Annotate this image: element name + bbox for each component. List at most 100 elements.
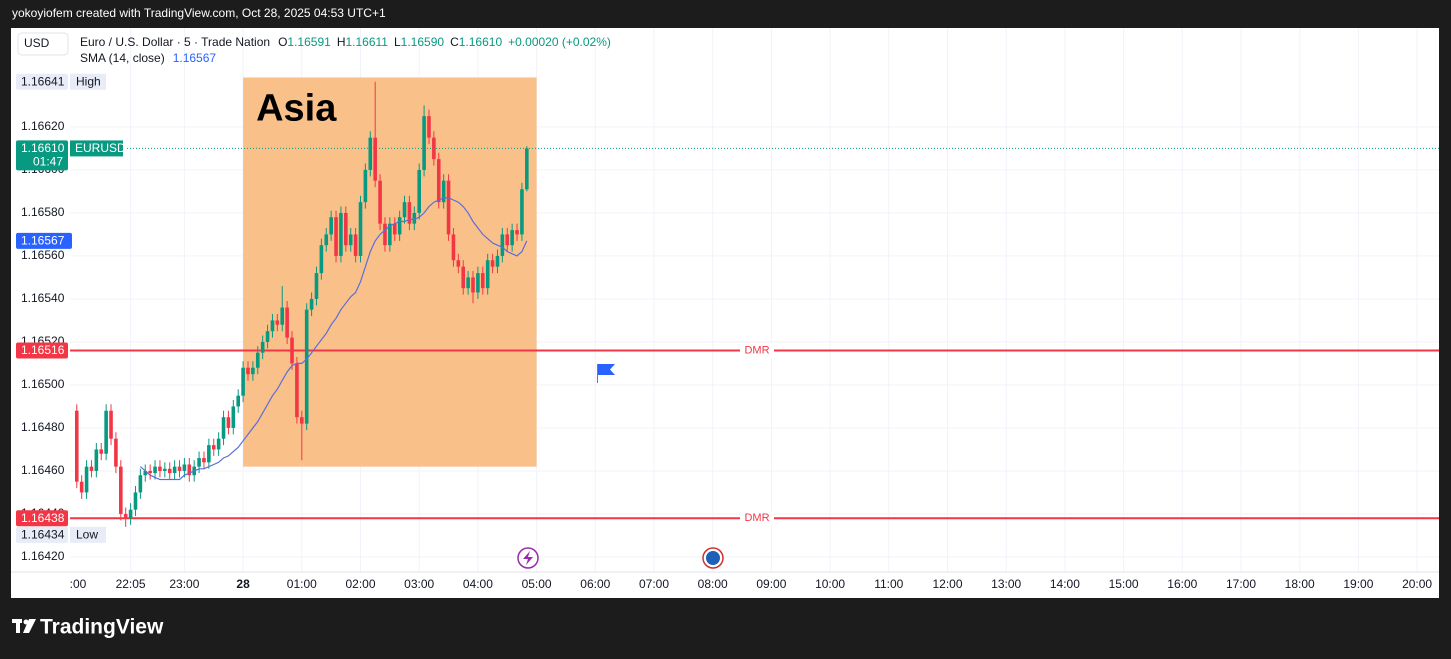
candle-body xyxy=(407,202,412,224)
candle-body xyxy=(167,468,172,474)
candle-body xyxy=(446,180,451,235)
sma-legend: SMA (14, close) 1.16567 xyxy=(80,51,216,65)
candle-body xyxy=(119,466,123,514)
candle-body xyxy=(397,217,402,235)
level-label-bg xyxy=(740,511,774,526)
session-label: Asia xyxy=(256,87,337,129)
candle-body xyxy=(177,466,182,471)
candle-body xyxy=(221,417,226,439)
candle-body xyxy=(383,223,387,246)
candle-body xyxy=(510,230,514,246)
legend: Euro / U.S. Dollar · 5 · Trade Nation O1.… xyxy=(80,35,611,49)
symbol-tag xyxy=(70,140,123,157)
sma-line xyxy=(140,197,528,481)
candle-body xyxy=(275,320,280,325)
candle-body xyxy=(74,410,79,482)
candle-body xyxy=(202,458,206,463)
candle-body xyxy=(251,367,255,375)
candle-body xyxy=(324,234,329,246)
candle-body xyxy=(94,449,99,471)
countdown: 01:47 xyxy=(33,155,63,169)
x-tick-label: 12:00 xyxy=(932,577,962,591)
change: +0.00020 (+0.02%) xyxy=(508,35,611,49)
candle-body xyxy=(123,513,128,519)
candle-body xyxy=(368,137,373,170)
candle-body xyxy=(358,202,363,256)
candle-body xyxy=(441,180,446,203)
candle-body xyxy=(295,363,299,418)
ohlc-value: 1.16591 xyxy=(287,35,331,49)
price-badge xyxy=(16,73,68,90)
candle-body xyxy=(246,367,250,375)
x-tick-label: 22:05 xyxy=(116,577,146,591)
candle-body xyxy=(388,223,392,246)
x-tick-label: 20:00 xyxy=(1402,577,1432,591)
level-label: DMR xyxy=(744,344,769,356)
overlay: USD TradingView 1.164201.164401.164601.1… xyxy=(11,32,1439,639)
sma-name: SMA (14, close) xyxy=(80,51,165,65)
y-tick-label: 1.16540 xyxy=(21,291,65,305)
price-badge-label: 1.16641 xyxy=(21,74,65,88)
x-tick-label: 16:00 xyxy=(1167,577,1197,591)
sma-badge-label: 1.16567 xyxy=(21,234,65,248)
candle-body xyxy=(114,438,118,467)
candle-body xyxy=(329,217,333,235)
candle-body xyxy=(505,234,510,246)
level-badge-label: 1.16438 xyxy=(21,511,65,525)
x-tick-label: 28 xyxy=(236,577,250,591)
candle-body xyxy=(236,395,241,407)
level-label: DMR xyxy=(744,512,769,524)
candle-body xyxy=(525,148,529,190)
candle-body xyxy=(290,337,294,364)
candle-body xyxy=(79,481,84,493)
candle-body xyxy=(476,273,480,293)
candle-body xyxy=(392,223,397,235)
candle-body xyxy=(485,260,490,289)
x-tick-label: 15:00 xyxy=(1109,577,1139,591)
candle-body xyxy=(207,445,211,463)
last-price-label: 1.16610 xyxy=(21,141,65,155)
candle-body xyxy=(490,260,495,267)
x-tick-label: 10:00 xyxy=(815,577,845,591)
candle-body xyxy=(520,189,524,235)
candle-body xyxy=(373,137,377,181)
x-tick-label: 19:00 xyxy=(1343,577,1373,591)
x-tick-label: 02:00 xyxy=(345,577,375,591)
candle-body xyxy=(344,212,348,246)
candle-body xyxy=(99,449,104,454)
candle-body xyxy=(158,466,162,471)
x-tick-label: 08:00 xyxy=(698,577,728,591)
candle-body xyxy=(456,260,461,267)
candle-body xyxy=(260,341,265,353)
badge-tag-label: High xyxy=(76,74,101,88)
badge-tag xyxy=(70,73,106,90)
attribution: yokoyiofem created with TradingView.com,… xyxy=(12,6,386,20)
candle-body xyxy=(211,445,216,450)
currency-button[interactable] xyxy=(17,32,69,56)
ohlc-key: C xyxy=(450,35,459,49)
candle-body xyxy=(309,298,314,310)
candle-body xyxy=(163,468,167,471)
brand: TradingView xyxy=(40,616,164,639)
candle-body xyxy=(471,277,475,293)
candle-body xyxy=(466,277,470,289)
x-tick-label: 03:00 xyxy=(404,577,434,591)
candle-body xyxy=(148,470,152,474)
candle-body xyxy=(172,466,177,474)
candle-body xyxy=(515,230,519,235)
candle-body xyxy=(422,116,426,170)
candle-body xyxy=(89,466,94,471)
candle-body xyxy=(84,466,89,493)
candle-body xyxy=(495,255,500,267)
x-tick-label: 09:00 xyxy=(756,577,786,591)
candle-body xyxy=(133,492,138,510)
candle-body xyxy=(182,464,187,471)
candle-body xyxy=(270,320,275,332)
brand-logo xyxy=(12,619,36,633)
logo-part xyxy=(16,619,20,633)
candle-body xyxy=(363,169,368,203)
flag xyxy=(598,364,615,375)
candle-body xyxy=(255,352,260,368)
ohlc-key: H xyxy=(337,35,346,49)
sma-value: 1.16567 xyxy=(173,51,217,65)
